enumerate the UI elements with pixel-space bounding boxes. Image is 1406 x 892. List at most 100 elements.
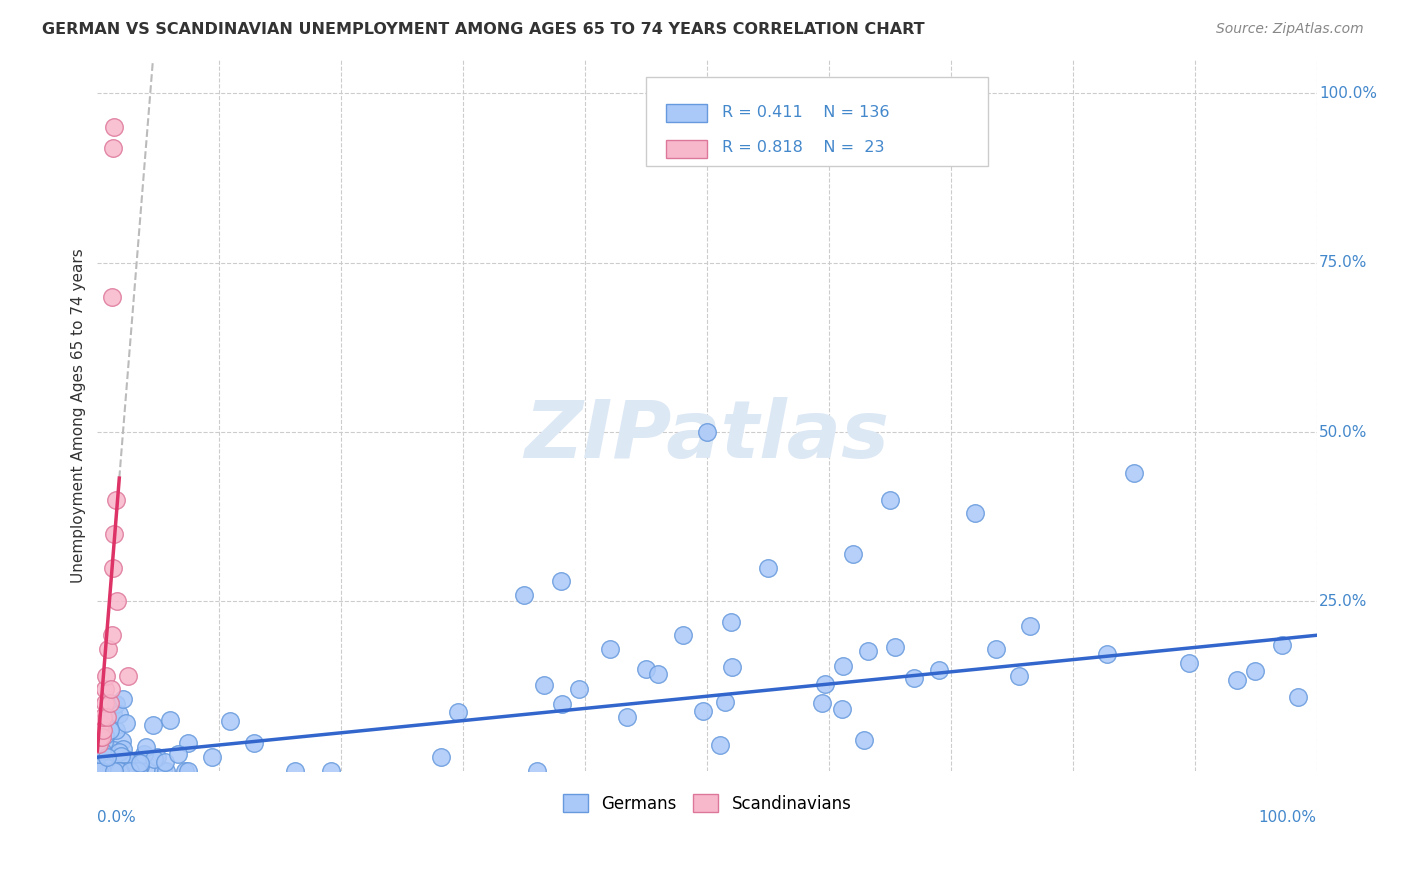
Point	[93, 723, 115, 737]
Point	[551, 697, 574, 711]
Point	[709, 739, 731, 753]
Point	[112, 691, 135, 706]
Point	[134, 747, 156, 761]
Point	[112, 742, 135, 756]
Point	[98, 696, 121, 710]
Point	[87, 737, 110, 751]
Point	[87, 738, 110, 752]
Point	[91, 764, 114, 778]
Point	[219, 714, 242, 729]
Point	[89, 731, 111, 745]
Point	[159, 713, 181, 727]
Point	[714, 696, 737, 710]
Point	[89, 755, 111, 769]
Point	[104, 723, 127, 738]
Point	[201, 750, 224, 764]
Point	[105, 594, 128, 608]
Point	[177, 737, 200, 751]
Point	[93, 749, 115, 764]
Point	[832, 659, 855, 673]
Point	[155, 764, 177, 778]
Point	[104, 492, 127, 507]
Point	[928, 664, 950, 678]
Point	[125, 764, 148, 778]
Point	[87, 764, 110, 778]
Point	[430, 750, 453, 764]
Text: 75.0%: 75.0%	[1319, 255, 1368, 270]
Point	[142, 718, 165, 732]
Point	[118, 764, 141, 778]
Point	[91, 764, 114, 778]
Point	[114, 764, 136, 778]
Point	[97, 764, 120, 778]
Point	[87, 764, 110, 778]
Point	[647, 667, 669, 681]
Point	[103, 120, 125, 135]
Point	[114, 716, 136, 731]
Text: R = 0.818    N =  23: R = 0.818 N = 23	[721, 141, 884, 155]
Point	[103, 743, 125, 757]
Point	[720, 615, 742, 629]
Point	[87, 733, 110, 747]
Point	[672, 628, 695, 642]
Point	[143, 752, 166, 766]
Point	[856, 644, 879, 658]
Text: R = 0.411    N = 136: R = 0.411 N = 136	[721, 104, 889, 120]
Point	[118, 758, 141, 772]
Point	[108, 745, 131, 759]
Point	[103, 141, 125, 155]
Point	[94, 758, 117, 772]
Point	[174, 764, 197, 778]
Point	[122, 764, 145, 778]
Point	[101, 764, 124, 778]
Point	[447, 706, 470, 720]
Text: 100.0%: 100.0%	[1258, 810, 1317, 825]
Point	[108, 707, 131, 722]
Point	[831, 701, 853, 715]
Point	[93, 764, 115, 778]
Point	[110, 748, 132, 763]
Point	[153, 756, 176, 770]
Point	[87, 764, 110, 778]
Point	[984, 641, 1007, 656]
Point	[114, 751, 136, 765]
Point	[284, 764, 307, 778]
Point	[103, 764, 125, 778]
Point	[721, 660, 744, 674]
Point	[91, 744, 114, 758]
Point	[128, 756, 150, 770]
Point	[852, 732, 875, 747]
Point	[100, 682, 122, 697]
Point	[124, 764, 146, 778]
Point	[96, 761, 118, 775]
Text: 50.0%: 50.0%	[1319, 425, 1368, 440]
Point	[101, 290, 124, 304]
Point	[87, 764, 110, 778]
Point	[103, 706, 125, 721]
Point	[1286, 690, 1309, 704]
Point	[96, 764, 118, 778]
Point	[89, 764, 111, 778]
Text: GERMAN VS SCANDINAVIAN UNEMPLOYMENT AMONG AGES 65 TO 74 YEARS CORRELATION CHART: GERMAN VS SCANDINAVIAN UNEMPLOYMENT AMON…	[42, 22, 925, 37]
Point	[94, 764, 117, 778]
Point	[1095, 647, 1118, 661]
Point	[90, 716, 112, 731]
Point	[87, 733, 110, 747]
Point	[146, 749, 169, 764]
Point	[104, 764, 127, 778]
Point	[90, 764, 112, 778]
Point	[93, 756, 115, 770]
Point	[87, 747, 110, 762]
Point	[692, 704, 714, 718]
Point	[93, 682, 115, 697]
Point	[103, 526, 125, 541]
Point	[108, 764, 131, 778]
Point	[94, 669, 117, 683]
Point	[550, 574, 572, 588]
Point	[96, 761, 118, 775]
Point	[842, 547, 865, 561]
Point	[96, 748, 118, 763]
Point	[94, 728, 117, 742]
Point	[138, 764, 160, 778]
FancyBboxPatch shape	[647, 78, 987, 166]
